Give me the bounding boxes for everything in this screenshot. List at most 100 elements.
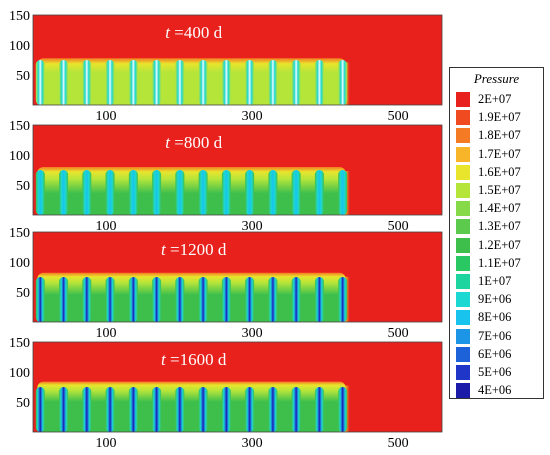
fracture-7 (175, 387, 185, 432)
fracture-13 (314, 60, 324, 105)
fracture-2 (59, 60, 69, 105)
y-tick-label: 100 (9, 256, 30, 271)
legend-entry: 1E+07 (456, 273, 540, 290)
legend-swatch (456, 219, 470, 235)
legend-label: 1.2E+07 (478, 237, 521, 252)
legend-title: Pressure (473, 71, 520, 86)
legend-entry: 5E+06 (456, 364, 540, 381)
fracture-5 (128, 277, 138, 322)
fracture-1 (35, 387, 45, 432)
legend-entry: 1.2E+07 (456, 237, 540, 254)
x-tick-label: 500 (388, 109, 409, 124)
contour-panel: 150 100 50 100 300 500 t =1200 d (9, 226, 443, 341)
fracture-1 (35, 277, 45, 322)
fracture-10 (245, 277, 255, 322)
legend-swatch (456, 310, 470, 326)
fracture-3 (82, 170, 92, 215)
legend-label: 9E+06 (478, 292, 512, 307)
legend-entry: 8E+06 (456, 309, 540, 326)
legend-swatch (456, 128, 470, 144)
x-tick-label: 300 (242, 219, 263, 234)
fracture-7 (175, 60, 185, 105)
x-tick-label: 500 (388, 326, 409, 341)
legend-label: 1E+07 (478, 274, 512, 288)
fracture-12 (291, 387, 301, 432)
fracture-4 (105, 277, 115, 322)
legend-label: 6E+06 (478, 346, 512, 361)
x-tick-label: 500 (388, 436, 409, 451)
panel-time-label: t =400 d (165, 23, 222, 42)
legend-label: 1.4E+07 (478, 201, 521, 216)
legend-label: 1.9E+07 (478, 110, 521, 125)
fracture-5 (128, 170, 138, 215)
fracture-11 (268, 170, 278, 215)
legend-entry: 1.3E+07 (456, 218, 540, 235)
legend-swatch (456, 146, 470, 162)
panel-frame (32, 341, 443, 433)
fracture-8 (198, 170, 208, 215)
x-tick-label: 100 (96, 109, 117, 124)
legend-entry: 1.4E+07 (456, 200, 540, 217)
legend-entry: 1.8E+07 (456, 127, 540, 144)
fracture-10 (245, 60, 255, 105)
legend-label: 8E+06 (478, 310, 512, 325)
panel-time-label: t =1600 d (161, 350, 227, 369)
legend-label: 1.8E+07 (478, 128, 521, 143)
fracture-11 (268, 277, 278, 322)
fracture-13 (314, 387, 324, 432)
legend-swatch (456, 383, 470, 399)
fracture-12 (291, 60, 301, 105)
fracture-8 (198, 387, 208, 432)
legend-label: 4E+06 (478, 383, 512, 398)
fracture-13 (314, 277, 324, 322)
y-tick-label: 150 (9, 9, 30, 24)
fracture-4 (105, 170, 115, 215)
contour-panel: 150 100 50 100 300 500 t =800 d (9, 119, 443, 234)
y-tick-label: 50 (16, 396, 30, 411)
fracture-7 (175, 277, 185, 322)
y-tick-label: 100 (9, 366, 30, 381)
fracture-10 (245, 170, 255, 215)
x-tick-label: 300 (242, 436, 263, 451)
legend-swatch (456, 164, 470, 180)
contour-panel: 150 100 50 100 300 500 t =1600 d (9, 336, 443, 451)
legend-swatch (456, 110, 470, 126)
fracture-12 (291, 170, 301, 215)
fracture-2 (59, 277, 69, 322)
x-tick-label: 300 (242, 109, 263, 124)
legend-swatch (456, 92, 470, 107)
fracture-3 (82, 60, 92, 105)
y-tick-label: 50 (16, 286, 30, 301)
x-tick-label: 100 (96, 219, 117, 234)
contour-panel: 150 100 50 100 300 500 t =400 d (9, 9, 443, 124)
legend-label: 1.3E+07 (478, 219, 521, 234)
legend-entry: 6E+06 (456, 346, 540, 363)
y-tick-label: 100 (9, 39, 30, 54)
x-tick-label: 100 (96, 436, 117, 451)
fracture-13 (314, 170, 324, 215)
fracture-7 (175, 170, 185, 215)
legend-entry: 7E+06 (456, 328, 540, 345)
fracture-9 (221, 387, 231, 432)
fracture-3 (82, 277, 92, 322)
legend-label: 7E+06 (478, 328, 512, 343)
y-tick-label: 150 (9, 119, 30, 134)
fracture-1 (35, 60, 45, 105)
fracture-10 (245, 387, 255, 432)
legend-entry: 1.1E+07 (456, 255, 540, 272)
legend-swatch (456, 183, 470, 198)
legend-swatch (456, 328, 470, 344)
panel-frame (32, 124, 443, 216)
legend-swatch (456, 237, 470, 253)
fracture-6 (152, 387, 162, 432)
legend-entry: 1.5E+07 (456, 182, 540, 199)
fracture-14 (338, 277, 348, 322)
fracture-1 (35, 170, 45, 215)
panel-frame (32, 231, 443, 323)
legend-label: 5E+06 (478, 365, 512, 379)
fracture-4 (105, 387, 115, 432)
fracture-11 (268, 387, 278, 432)
fracture-5 (128, 387, 138, 432)
legend-swatch (456, 274, 470, 289)
